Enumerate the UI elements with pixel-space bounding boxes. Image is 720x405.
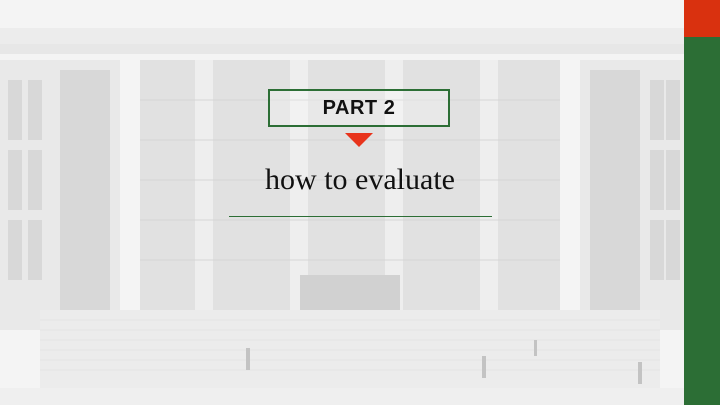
- accent-bar-red: [684, 0, 720, 37]
- part-label-box: PART 2: [268, 89, 450, 127]
- accent-bar-green: [684, 37, 720, 405]
- down-triangle-icon: [345, 133, 373, 147]
- divider-line: [229, 216, 492, 217]
- background-overlay: [0, 0, 684, 405]
- section-subtitle: how to evaluate: [265, 163, 455, 196]
- part-label: PART 2: [322, 96, 396, 119]
